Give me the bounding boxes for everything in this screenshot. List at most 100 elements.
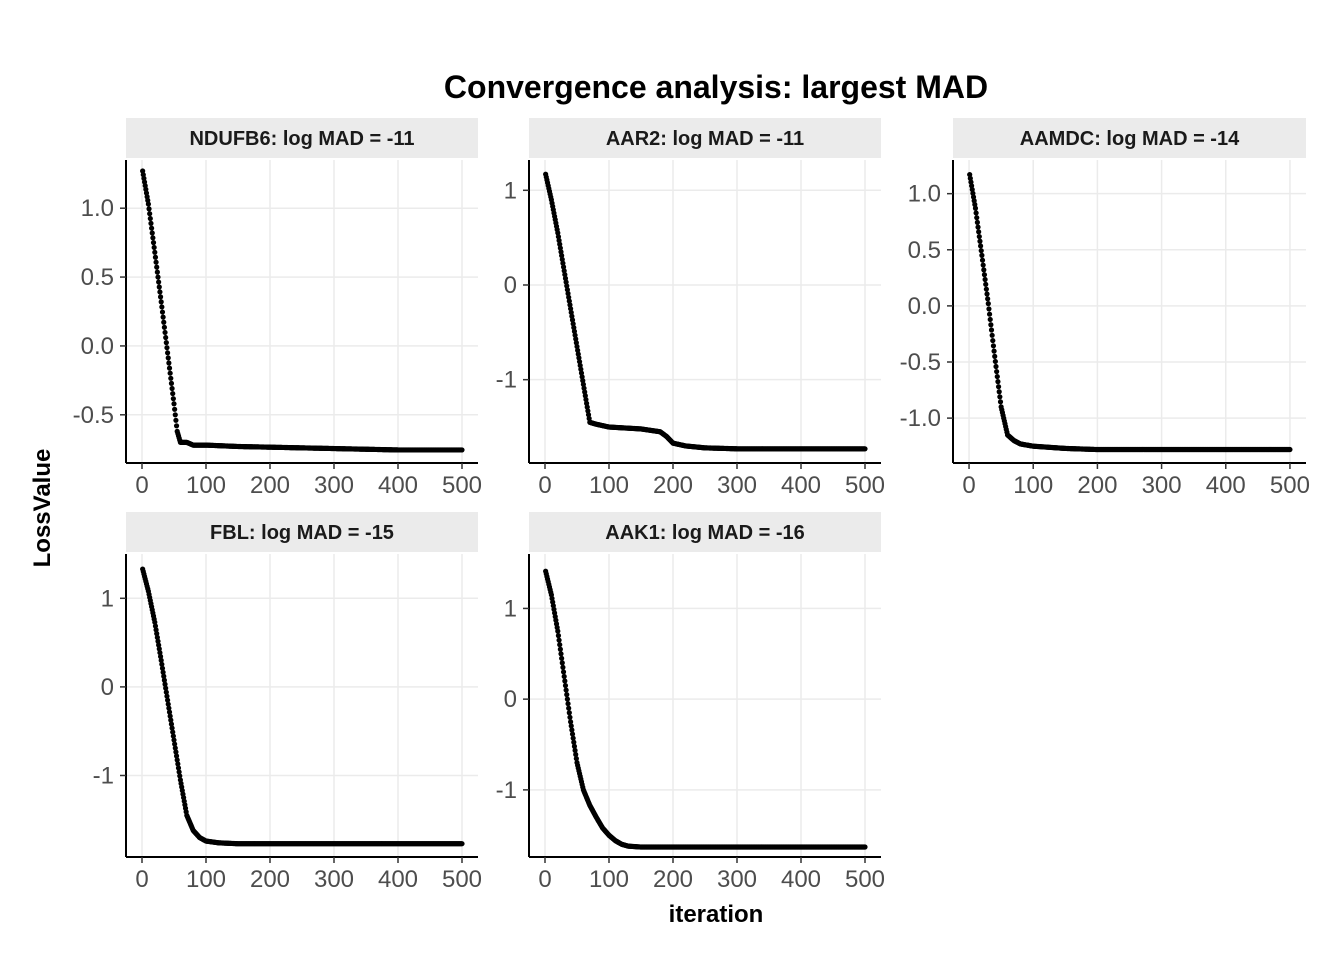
x-tick-label: 400 bbox=[781, 866, 821, 893]
series-points bbox=[140, 566, 465, 847]
facet-strip-label: AAR2: log MAD = -11 bbox=[606, 128, 804, 150]
x-tick-label: 300 bbox=[314, 866, 354, 893]
y-tick-label: -1.0 bbox=[900, 405, 941, 432]
data-point bbox=[560, 664, 566, 671]
panel-fbl: FBL: log MAD = -15 0 100 200 300 400 500 1 0 -1 bbox=[93, 512, 482, 893]
data-point bbox=[570, 735, 576, 741]
data-point bbox=[559, 660, 565, 666]
data-point bbox=[158, 657, 164, 663]
data-point bbox=[173, 423, 180, 429]
y-tick-label: 1.0 bbox=[908, 181, 941, 208]
y-tick-label: 0.0 bbox=[81, 333, 114, 360]
data-point bbox=[175, 765, 182, 771]
data-point bbox=[166, 360, 172, 366]
data-point bbox=[568, 723, 574, 729]
facet-strip-label: AAMDC: log MAD = -14 bbox=[1020, 128, 1240, 150]
data-point bbox=[979, 257, 986, 263]
x-tick-label: 0 bbox=[538, 866, 551, 893]
data-point bbox=[995, 384, 1002, 390]
data-point bbox=[573, 751, 579, 758]
data-point bbox=[150, 240, 157, 246]
x-tick-label: 500 bbox=[845, 472, 885, 499]
x-tick-label: 200 bbox=[1077, 472, 1117, 499]
x-tick-label: 100 bbox=[186, 866, 226, 893]
data-point bbox=[171, 401, 177, 407]
x-tick-label: 400 bbox=[1206, 472, 1246, 499]
y-tick-label: -1 bbox=[93, 762, 114, 789]
data-point bbox=[166, 709, 173, 715]
data-point bbox=[563, 687, 569, 693]
data-point bbox=[166, 365, 173, 371]
data-point bbox=[862, 844, 868, 850]
data-point bbox=[173, 753, 180, 759]
facet-strip bbox=[126, 512, 478, 552]
x-tick-label: 300 bbox=[1142, 472, 1182, 499]
x-tick-label: 500 bbox=[442, 472, 482, 499]
data-point bbox=[162, 681, 168, 687]
x-tick-label: 300 bbox=[314, 472, 354, 499]
y-tick-label: 0 bbox=[504, 686, 517, 713]
panel-aar2: AAR2: log MAD = -11 0 100 200 300 400 500 1 0 -1 bbox=[496, 118, 885, 499]
x-tick-label: 100 bbox=[589, 866, 629, 893]
data-point bbox=[161, 673, 167, 679]
data-point bbox=[165, 701, 171, 707]
data-point bbox=[987, 316, 993, 323]
data-point bbox=[169, 725, 175, 731]
data-point bbox=[156, 279, 162, 285]
data-point bbox=[572, 747, 578, 754]
data-point bbox=[159, 304, 165, 310]
series-points bbox=[967, 171, 1293, 453]
facet-strip bbox=[953, 118, 1306, 158]
data-point bbox=[562, 682, 569, 689]
data-point bbox=[172, 406, 178, 412]
data-point bbox=[557, 642, 563, 648]
data-point bbox=[164, 345, 170, 351]
data-point bbox=[164, 693, 170, 699]
series-points bbox=[140, 168, 465, 453]
data-point bbox=[158, 299, 164, 305]
y-tick-label: 1 bbox=[504, 177, 517, 204]
x-tick-label: 400 bbox=[378, 866, 418, 893]
data-point bbox=[172, 412, 178, 418]
data-point bbox=[161, 677, 167, 683]
data-point bbox=[159, 665, 166, 671]
y-tick-label: 0.5 bbox=[908, 237, 941, 264]
data-point bbox=[157, 289, 163, 295]
x-tick-label: 100 bbox=[186, 472, 226, 499]
data-point bbox=[147, 215, 153, 222]
data-point bbox=[150, 235, 156, 241]
data-point bbox=[995, 379, 1001, 385]
y-tick-label: 1.0 bbox=[81, 195, 114, 222]
data-point bbox=[980, 262, 986, 268]
data-point bbox=[972, 205, 979, 211]
data-point bbox=[172, 745, 178, 751]
y-tick-label: 0.0 bbox=[908, 293, 941, 320]
data-point bbox=[990, 343, 997, 349]
data-point bbox=[986, 311, 993, 317]
x-tick-label: 500 bbox=[845, 866, 885, 893]
data-point bbox=[571, 739, 577, 745]
data-point bbox=[169, 385, 175, 392]
data-point bbox=[176, 769, 182, 775]
data-point bbox=[994, 368, 1000, 375]
data-point bbox=[561, 673, 567, 680]
data-point bbox=[159, 309, 166, 315]
data-point bbox=[565, 701, 571, 707]
data-point bbox=[993, 363, 999, 370]
data-point bbox=[560, 669, 567, 675]
data-point bbox=[978, 248, 984, 254]
x-tick-label: 0 bbox=[962, 472, 975, 499]
data-point bbox=[981, 267, 987, 273]
x-tick-label: 100 bbox=[1013, 472, 1053, 499]
y-tick-label: -1 bbox=[496, 367, 517, 394]
data-point bbox=[564, 692, 570, 698]
data-point bbox=[177, 773, 183, 779]
data-point bbox=[555, 633, 562, 639]
data-point bbox=[557, 646, 563, 652]
x-tick-label: 400 bbox=[781, 472, 821, 499]
facet-strip bbox=[126, 118, 478, 158]
x-tick-label: 200 bbox=[653, 472, 693, 499]
data-point bbox=[983, 286, 989, 292]
data-point bbox=[567, 714, 573, 720]
data-point bbox=[161, 319, 167, 325]
